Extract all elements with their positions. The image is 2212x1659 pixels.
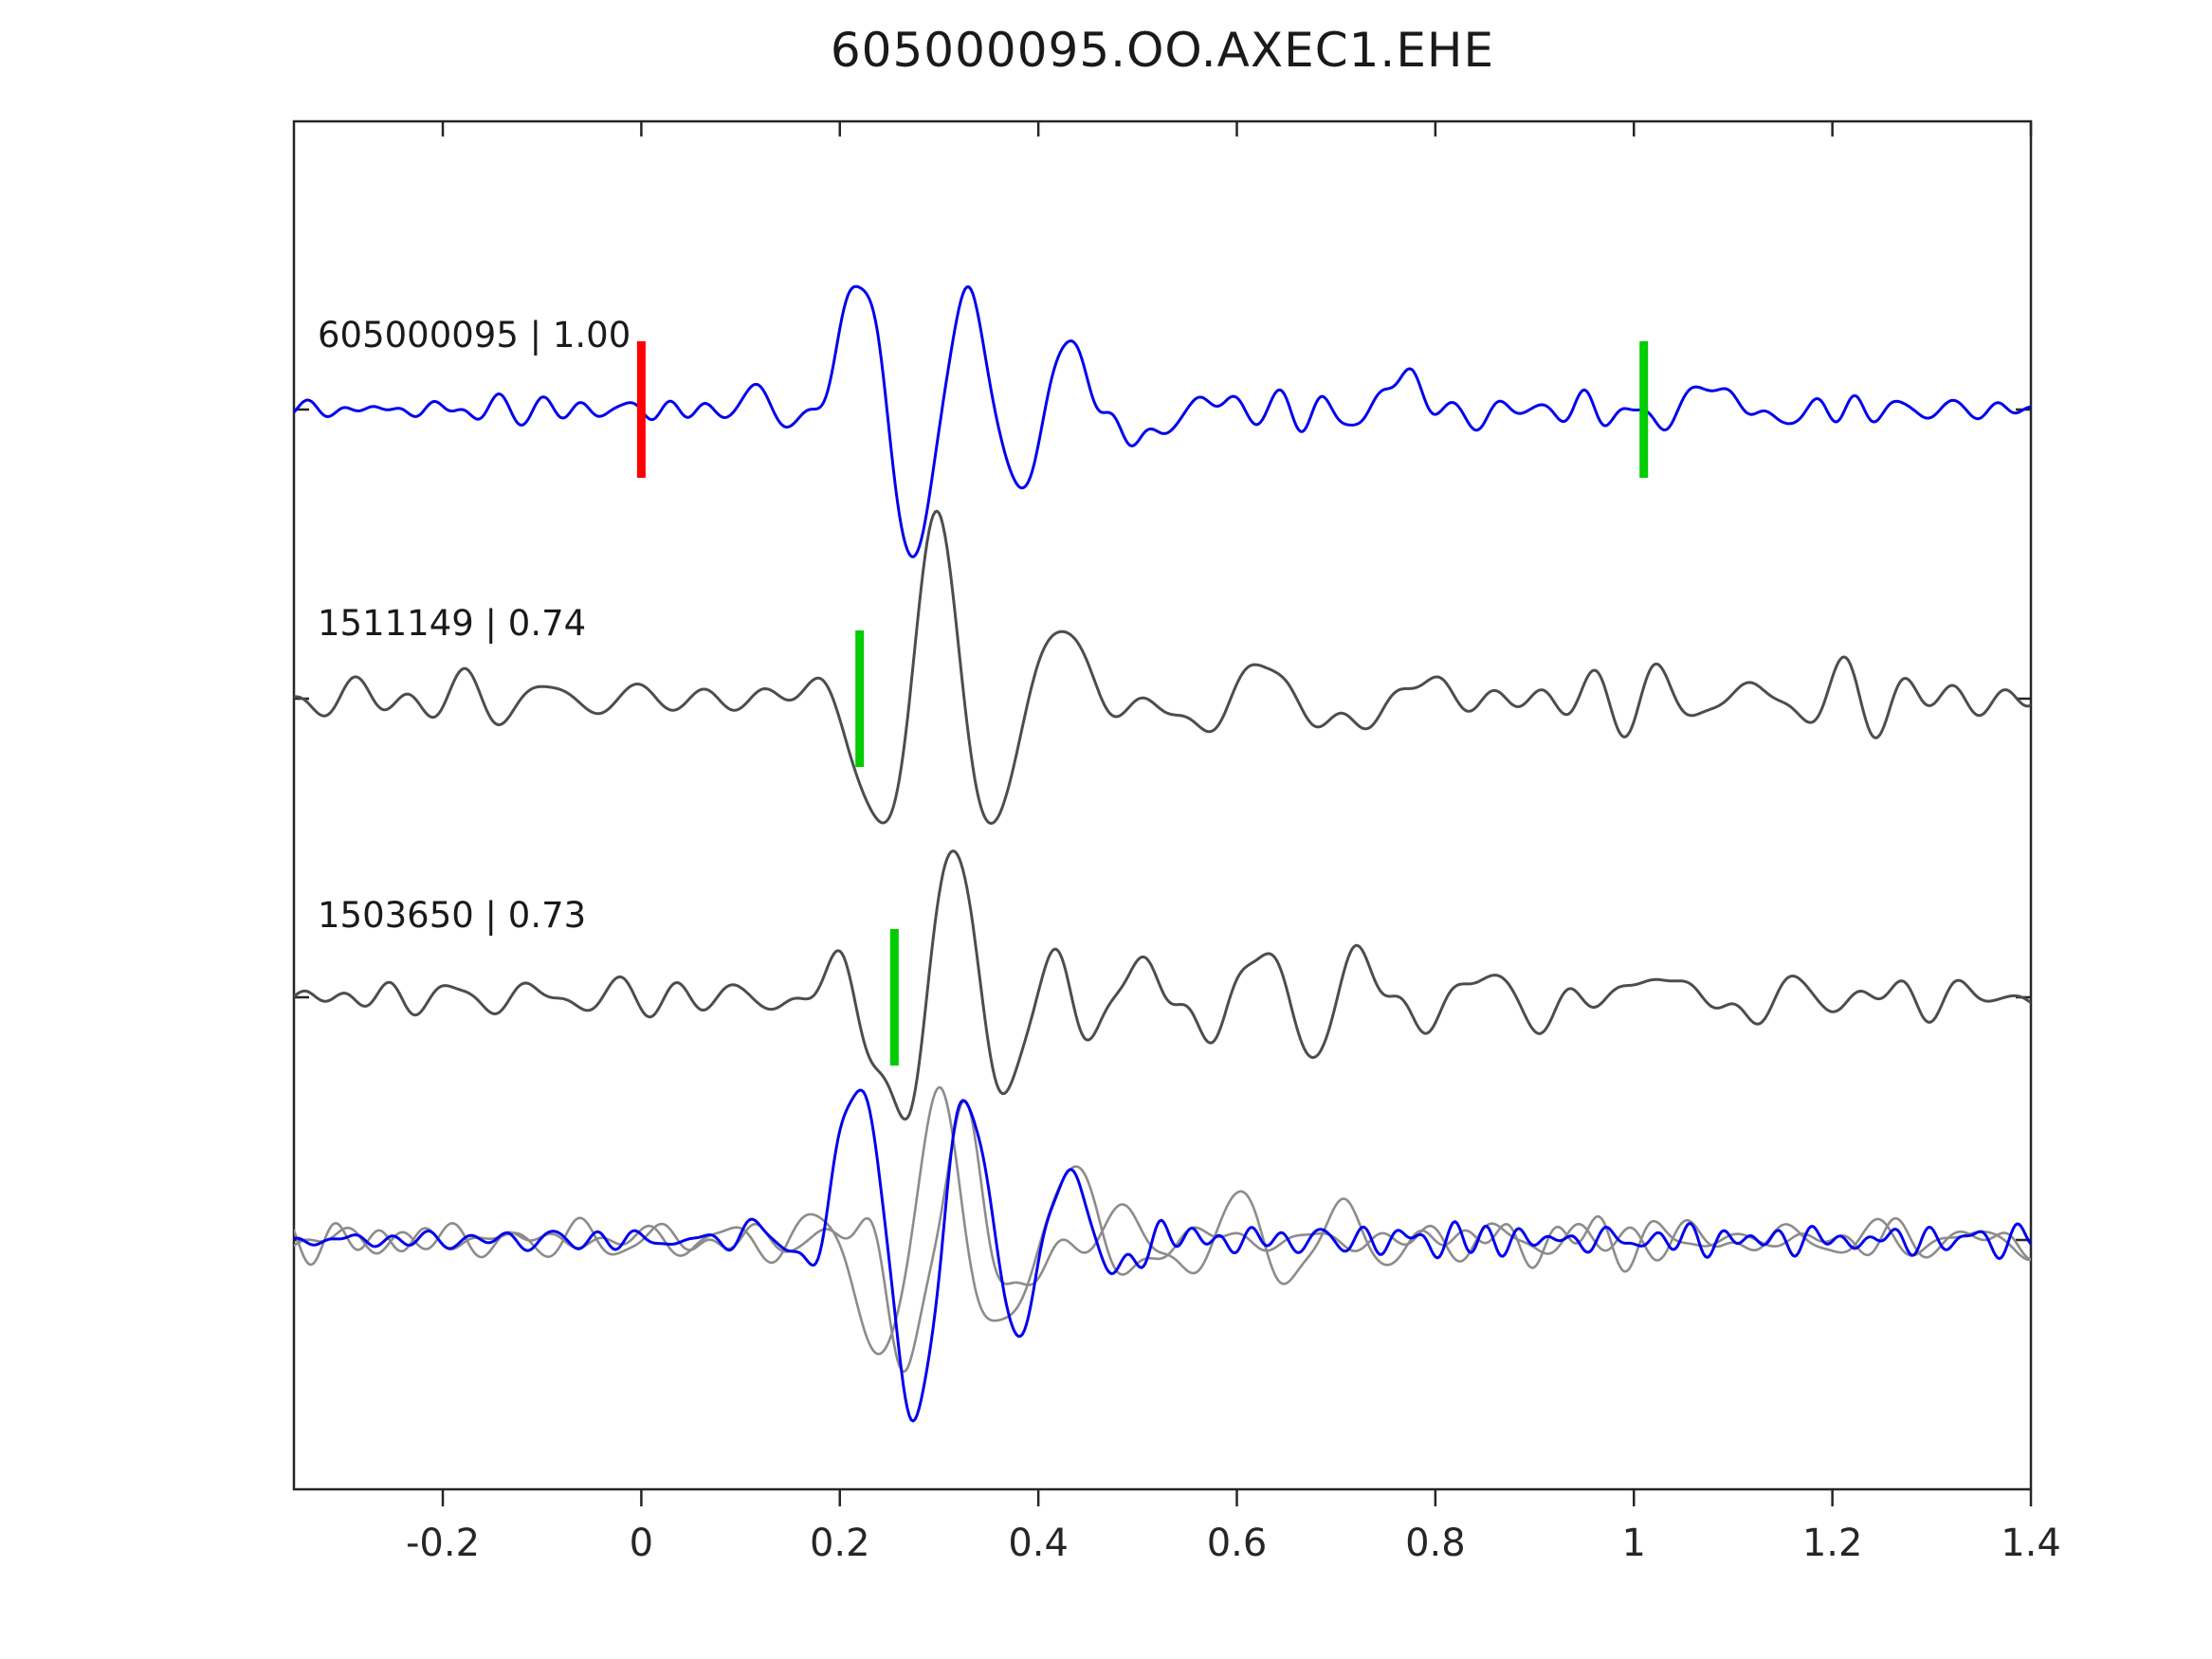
x-tick-label: 0.4 — [1008, 1522, 1069, 1565]
waveform-trace-1503650 — [294, 849, 2031, 1121]
axes-border — [292, 119, 2033, 1491]
waveform-overlay-trace-1 — [294, 1099, 2031, 1374]
x-tick-label: 1.2 — [1802, 1522, 1863, 1565]
x-tick-label: 0.8 — [1405, 1522, 1466, 1565]
x-tick-label: 0.6 — [1207, 1522, 1268, 1565]
trace-label-match-1: 1511149 | 0.74 — [318, 603, 587, 644]
x-tick-label: 0.2 — [810, 1522, 870, 1565]
trace-group — [294, 284, 2031, 1423]
trace-label-reference: 605000095 | 1.00 — [318, 315, 631, 356]
trace-label-match-2: 1503650 | 0.73 — [318, 895, 587, 936]
waveform-overlay-trace-2 — [294, 1088, 2031, 1423]
figure-title: 605000095.OO.AXEC1.EHE — [830, 23, 1495, 78]
x-tick-label: 1.4 — [2001, 1522, 2061, 1565]
x-tick-label: 1 — [1622, 1522, 1646, 1565]
x-tick-label: 0 — [630, 1522, 653, 1565]
waveform-trace-605000095 — [294, 284, 2031, 558]
x-tick-label: -0.2 — [406, 1522, 480, 1565]
waveform-trace-1511149 — [294, 509, 2031, 825]
